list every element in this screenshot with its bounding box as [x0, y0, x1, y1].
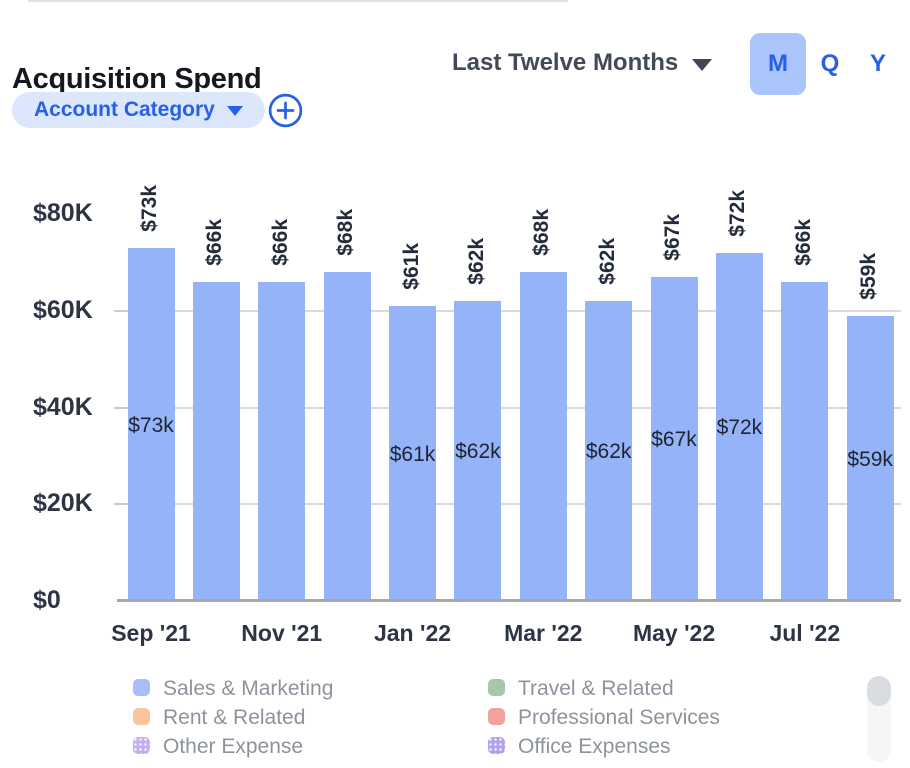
top-divider	[28, 0, 568, 2]
legend-item[interactable]: Professional Services	[488, 707, 720, 728]
date-range-label: Last Twelve Months	[452, 49, 679, 76]
bar[interactable]	[650, 277, 698, 601]
legend-item[interactable]: Other Expense	[133, 736, 303, 757]
page-title: Acquisition Spend	[12, 63, 262, 96]
legend-swatch	[488, 679, 505, 696]
x-axis-label: Jan '22	[373, 620, 452, 646]
bar-inner-value-label: $73k	[128, 413, 174, 437]
bar-value-label: $66k	[268, 219, 292, 266]
legend-item[interactable]: Travel & Related	[488, 678, 674, 699]
legend-swatch	[133, 708, 150, 725]
x-axis-label: Mar '22	[504, 620, 583, 646]
legend-swatch	[488, 737, 505, 754]
bar-inner-value-label: $72k	[716, 416, 763, 439]
x-axis-line	[117, 599, 901, 602]
bar-chart: $73k $73k Sep '21 $66k $66k Nov '21 $68k $61k $6…	[0, 160, 910, 646]
bar[interactable]	[192, 282, 240, 601]
chevron-down-icon	[692, 58, 713, 71]
legend-scrollbar-thumb[interactable]	[867, 676, 891, 706]
legend-label: Sales & Marketing	[163, 677, 334, 700]
y-axis-label: $20K	[33, 489, 93, 518]
y-axis-label: $80K	[33, 199, 93, 228]
legend-swatch	[133, 679, 150, 696]
y-axis-tick	[114, 309, 128, 312]
filter-label: Account Category	[34, 98, 215, 121]
bar[interactable]	[127, 248, 175, 601]
chart-legend: Sales & Marketing Travel & Related Rent & …	[133, 678, 833, 768]
bar-value-label: $68k	[334, 209, 358, 256]
y-axis-label: $0	[33, 586, 61, 614]
bar-value-label: $66k	[203, 219, 227, 266]
bar[interactable]	[323, 272, 371, 601]
bar-value-label: $68k	[530, 209, 554, 256]
account-category-filter[interactable]: Account Category	[12, 92, 265, 128]
bar-inner-value-label: $67k	[651, 428, 697, 451]
bar-value-label: $61k	[399, 243, 423, 290]
granularity-month-button[interactable]: M	[750, 33, 806, 95]
x-axis-label: Sep '21	[111, 620, 191, 646]
bar-value-label: $72k	[726, 190, 750, 237]
date-range-dropdown[interactable]: Last Twelve Months	[452, 49, 713, 77]
bar[interactable]	[781, 282, 829, 601]
bar-inner-value-label: $61k	[389, 442, 436, 466]
bar[interactable]	[454, 301, 502, 601]
bar[interactable]	[519, 272, 567, 601]
bar-value-label: $66k	[791, 219, 815, 266]
bar-inner-value-label: $59k	[847, 447, 893, 471]
legend-swatch	[488, 708, 505, 725]
legend-label: Rent & Related	[163, 706, 306, 729]
bar[interactable]	[389, 306, 437, 601]
bar-value-label: $73k	[138, 185, 161, 232]
x-axis-label: Jul '22	[769, 620, 841, 646]
bar-value-label: $62k	[595, 238, 619, 285]
legend-swatch	[133, 737, 150, 754]
plus-icon	[268, 93, 303, 128]
y-axis-tick	[114, 503, 128, 506]
y-gridline	[117, 503, 901, 506]
y-axis-tick	[114, 406, 128, 409]
chevron-down-icon	[226, 106, 243, 116]
bar-value-label: $59k	[857, 253, 881, 300]
granularity-year-button[interactable]: Y	[860, 33, 896, 95]
legend-label: Travel & Related	[518, 677, 674, 700]
legend-item[interactable]: Office Expenses	[488, 736, 671, 757]
bar-chart-plot: $73k $73k Sep '21 $66k $66k Nov '21 $68k $61k $6…	[111, 160, 901, 646]
legend-item[interactable]: Sales & Marketing	[133, 678, 333, 699]
bar-value-label: $62k	[464, 238, 488, 285]
add-filter-button[interactable]	[268, 93, 303, 128]
bar[interactable]	[258, 282, 306, 601]
bar-inner-value-label: $62k	[455, 440, 501, 463]
bar[interactable]	[846, 316, 894, 601]
bar[interactable]	[585, 301, 633, 601]
legend-item[interactable]: Rent & Related	[133, 707, 305, 728]
legend-label: Professional Services	[518, 706, 720, 729]
y-axis-label: $40K	[33, 392, 93, 421]
bar-inner-value-label: $62k	[585, 440, 632, 463]
bar[interactable]	[715, 253, 763, 601]
x-axis-label: May '22	[632, 620, 716, 646]
granularity-quarter-button[interactable]: Q	[812, 33, 848, 95]
legend-label: Other Expense	[163, 735, 304, 758]
x-axis-label: Nov '21	[241, 620, 323, 646]
bar-value-label: $67k	[661, 214, 685, 261]
y-axis-label: $60K	[33, 295, 93, 324]
y-gridline	[117, 406, 901, 409]
legend-label: Office Expenses	[518, 735, 671, 758]
y-gridline	[117, 309, 901, 312]
